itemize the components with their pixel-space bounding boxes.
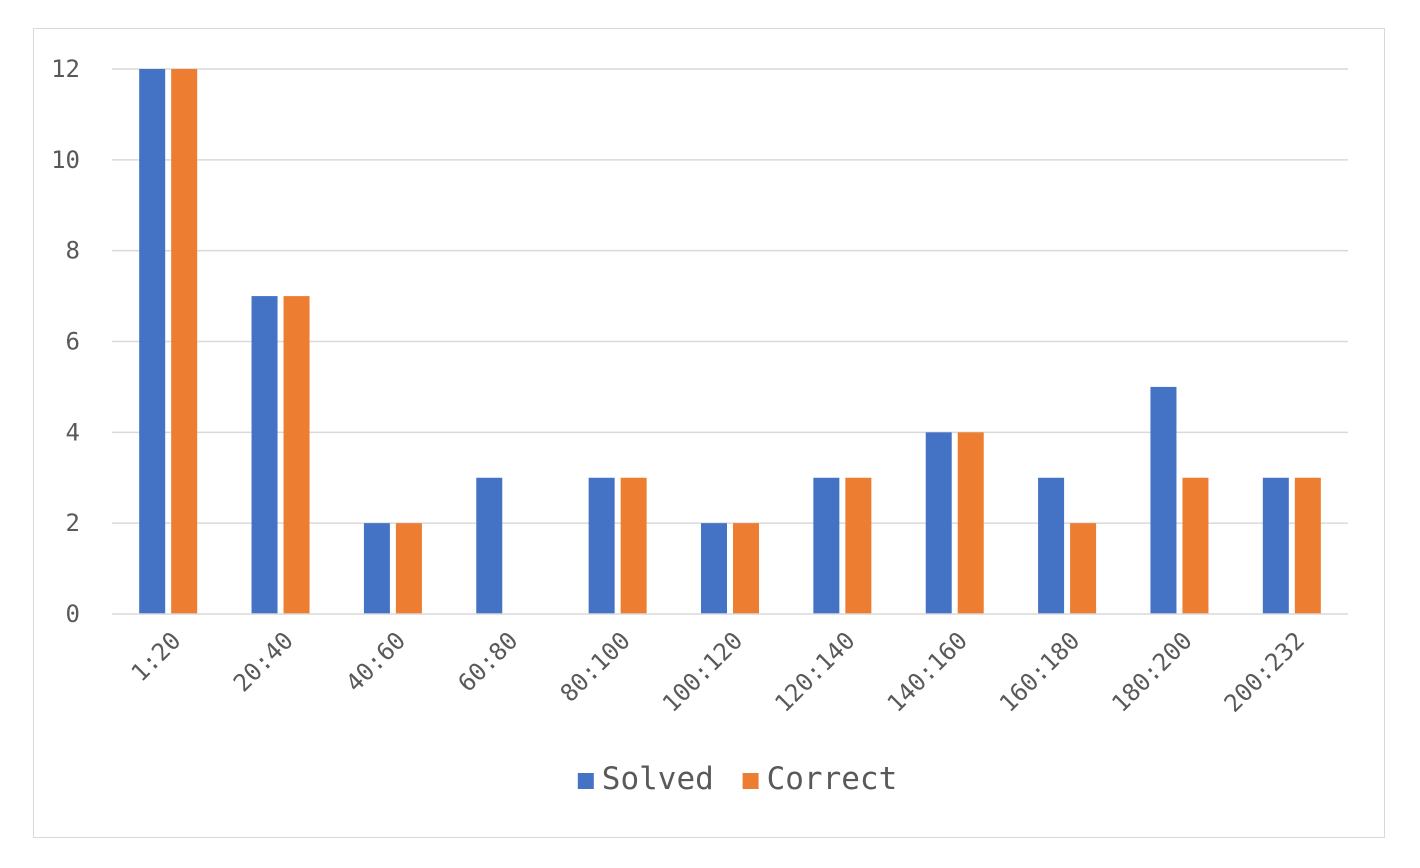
legend-swatch-correct bbox=[742, 773, 759, 789]
bar-correct-20:40 bbox=[283, 296, 310, 614]
bar-correct-80:100 bbox=[620, 477, 647, 614]
legend-swatch-solved bbox=[577, 773, 594, 789]
bar-solved-100:120 bbox=[701, 523, 727, 614]
y-tick-label: 10 bbox=[51, 146, 80, 174]
legend-label-solved: Solved bbox=[602, 761, 714, 797]
bar-chart: 0 2 4 6 8 10 12 1:20 20:40 40:60 60:80 80:100 100:1… bbox=[51, 55, 1348, 797]
x-tick-label: 160:180 bbox=[994, 626, 1085, 717]
bar-correct-100:120 bbox=[733, 523, 759, 614]
x-tick-label: 60:80 bbox=[453, 626, 524, 697]
y-tick-label: 4 bbox=[66, 418, 80, 446]
bar-correct-120:140 bbox=[845, 477, 872, 614]
bar-correct-180:200 bbox=[1182, 477, 1209, 614]
x-tick-label: 180:200 bbox=[1106, 626, 1197, 717]
bar-correct-40:60 bbox=[395, 523, 422, 614]
y-tick-label: 6 bbox=[66, 328, 80, 356]
bar-solved-140:160 bbox=[925, 432, 952, 614]
y-tick-label: 0 bbox=[66, 600, 80, 628]
x-tick-label: 100:120 bbox=[657, 626, 748, 717]
bar-correct-200:232 bbox=[1294, 477, 1321, 614]
legend-label-correct: Correct bbox=[767, 761, 898, 797]
y-tick-labels: 0 2 4 6 8 10 12 bbox=[51, 55, 80, 628]
bar-correct-160:180 bbox=[1070, 523, 1097, 614]
x-tick-label: 120:140 bbox=[769, 626, 860, 717]
x-tick-label: 140:160 bbox=[882, 626, 973, 717]
chart-frame: 0 2 4 6 8 10 12 1:20 20:40 40:60 60:80 80:100 100:1… bbox=[33, 28, 1385, 838]
bar-solved-160:180 bbox=[1038, 477, 1065, 614]
bar-correct-1:20 bbox=[171, 69, 198, 614]
bar-solved-80:100 bbox=[588, 477, 615, 614]
y-tick-label: 12 bbox=[51, 55, 80, 83]
bar-solved-60:80 bbox=[476, 477, 503, 614]
bar-solved-180:200 bbox=[1150, 386, 1177, 614]
bar-correct-140:160 bbox=[957, 432, 984, 614]
x-tick-label: 200:232 bbox=[1219, 626, 1310, 717]
bar-solved-1:20 bbox=[139, 69, 166, 614]
bar-solved-20:40 bbox=[251, 296, 278, 614]
x-tick-labels: 1:20 20:40 40:60 60:80 80:100 100:120 120:140 1… bbox=[126, 626, 1310, 717]
x-tick-label: 20:40 bbox=[228, 626, 299, 697]
bar-solved-40:60 bbox=[363, 523, 390, 614]
y-tick-label: 8 bbox=[66, 237, 80, 265]
bar-solved-200:232 bbox=[1262, 477, 1289, 614]
gridlines bbox=[112, 68, 1348, 524]
y-tick-label: 2 bbox=[66, 509, 80, 537]
bars bbox=[139, 69, 1321, 614]
bar-solved-120:140 bbox=[813, 477, 840, 614]
legend: Solved Correct bbox=[577, 761, 898, 797]
x-tick-label: 80:100 bbox=[555, 626, 636, 707]
x-tick-label: 1:20 bbox=[126, 626, 187, 687]
x-tick-label: 40:60 bbox=[340, 626, 411, 697]
